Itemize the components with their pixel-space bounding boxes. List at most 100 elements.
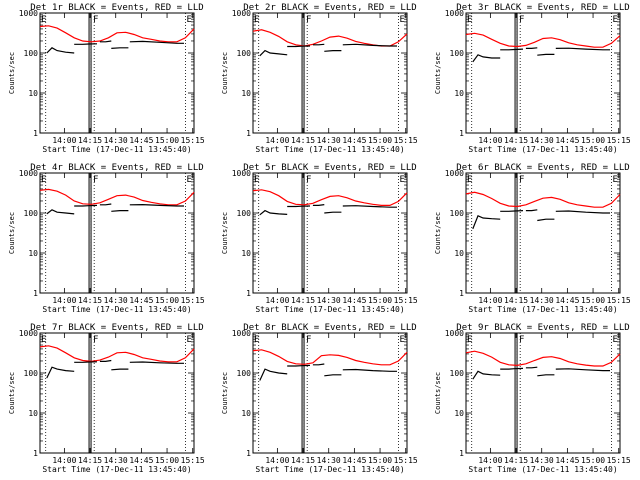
x-tick-label: 15:00: [155, 136, 179, 145]
y-axis-label: Counts/sec: [8, 52, 16, 94]
flag-label: F: [519, 15, 524, 25]
chart-panel-8: Det 8r BLACK = Events, RED = LLD 1 10 100 10…: [221, 323, 418, 474]
events-rate-line: [129, 40, 184, 44]
x-tick-label: 14:15: [291, 136, 315, 145]
x-tick-label: 14:45: [129, 136, 153, 145]
x-tick-label: 15:15: [394, 136, 418, 145]
y-tick-label: 10: [28, 89, 38, 98]
events-rate-line: [525, 209, 538, 212]
flag-label: E: [399, 335, 404, 345]
events-rate-line: [472, 54, 501, 63]
events-rate-line: [500, 367, 524, 370]
events-rate-line: [99, 359, 112, 362]
flag-label: E: [399, 175, 404, 185]
x-tick-label: 14:45: [555, 136, 579, 145]
y-tick-label: 1: [459, 129, 464, 138]
flag-label: E: [254, 335, 259, 345]
events-rate-line: [46, 47, 75, 54]
flag-label: F: [93, 15, 98, 25]
x-tick-label: 14:30: [317, 136, 341, 145]
x-tick-label: 15:15: [607, 296, 631, 305]
x-axis-label: Start Time (17-Dec-11 13:45:40): [468, 145, 617, 154]
x-tick-label: 15:00: [581, 296, 605, 305]
x-tick-label: 15:15: [607, 136, 631, 145]
chart-panel-6: Det 6r BLACK = Events, RED = LLD 1 10 100 10…: [434, 163, 631, 314]
y-tick-label: 100: [237, 209, 252, 218]
chart-panel-7: Det 7r BLACK = Events, RED = LLD 1 10 100 10…: [8, 323, 205, 474]
flag-label: E: [612, 335, 617, 345]
chart-title: Det 4r BLACK = Events, RED = LLD: [30, 163, 203, 173]
x-tick-label: 14:15: [504, 296, 528, 305]
chart-panel-9: Det 9r BLACK = Events, RED = LLD 1 10 100 10…: [434, 323, 631, 474]
lld-rate-line: [39, 345, 195, 363]
y-tick-label: 10: [241, 249, 251, 258]
chart-title: Det 7r BLACK = Events, RED = LLD: [30, 323, 203, 333]
y-tick-label: 1: [459, 289, 464, 298]
events-rate-line: [500, 210, 524, 212]
events-rate-line: [99, 40, 112, 43]
x-axis-label: Start Time (17-Dec-11 13:45:40): [255, 145, 404, 154]
y-axis-label: Counts/sec: [434, 212, 442, 254]
x-tick-label: 15:00: [155, 456, 179, 465]
flag-label: F: [306, 175, 311, 185]
y-axis-label: Counts/sec: [221, 52, 229, 94]
events-rate-line: [74, 43, 98, 45]
y-tick-label: 1000: [19, 329, 38, 338]
y-tick-label: 100: [237, 49, 252, 58]
lld-rate-line: [465, 350, 621, 367]
events-rate-line: [500, 48, 524, 51]
flag-label: F: [93, 335, 98, 345]
x-tick-label: 14:30: [530, 296, 554, 305]
y-tick-label: 1: [33, 129, 38, 138]
x-axis-label: Start Time (17-Dec-11 13:45:40): [255, 305, 404, 314]
x-axis-label: Start Time (17-Dec-11 13:45:40): [468, 305, 617, 314]
events-rate-line: [324, 211, 342, 214]
y-tick-label: 100: [24, 49, 39, 58]
x-tick-label: 14:30: [530, 136, 554, 145]
y-tick-label: 1: [33, 289, 38, 298]
plot-frame: [465, 332, 621, 454]
lld-rate-line: [252, 349, 408, 366]
events-rate-line: [259, 368, 288, 381]
x-tick-label: 14:15: [78, 136, 102, 145]
events-rate-line: [537, 218, 555, 222]
x-tick-label: 14:00: [478, 136, 502, 145]
y-tick-label: 100: [24, 209, 39, 218]
y-axis-label: Counts/sec: [434, 372, 442, 414]
plot-frame: [252, 12, 408, 134]
events-rate-line: [129, 203, 184, 207]
x-tick-label: 15:15: [394, 456, 418, 465]
x-tick-label: 14:00: [52, 456, 76, 465]
chart-title: Det 5r BLACK = Events, RED = LLD: [243, 163, 416, 173]
x-tick-label: 15:00: [581, 456, 605, 465]
x-tick-label: 15:15: [607, 456, 631, 465]
y-tick-label: 1000: [445, 329, 464, 338]
x-tick-label: 15:15: [181, 456, 205, 465]
plot-frame: [39, 332, 195, 454]
lld-rate-line: [39, 25, 195, 43]
events-rate-line: [129, 361, 184, 364]
x-tick-label: 15:15: [394, 296, 418, 305]
x-axis-label: Start Time (17-Dec-11 13:45:40): [255, 465, 404, 474]
events-rate-line: [111, 368, 129, 371]
flag-label: E: [254, 15, 259, 25]
flag-label: E: [41, 15, 46, 25]
chart-panel-2: Det 2r BLACK = Events, RED = LLD 1 10 100 10…: [221, 3, 418, 154]
flag-label: E: [612, 15, 617, 25]
flag-label: E: [467, 15, 472, 25]
x-tick-label: 14:00: [265, 456, 289, 465]
flag-label: E: [254, 175, 259, 185]
x-tick-label: 14:00: [478, 296, 502, 305]
chart-title: Det 1r BLACK = Events, RED = LLD: [30, 3, 203, 13]
x-tick-label: 14:45: [129, 456, 153, 465]
lld-rate-line: [465, 191, 621, 208]
events-rate-line: [287, 45, 311, 48]
events-rate-line: [312, 363, 325, 366]
flag-label: F: [519, 335, 524, 345]
plot-frame: [39, 172, 195, 294]
x-axis-label: Start Time (17-Dec-11 13:45:40): [468, 465, 617, 474]
events-rate-line: [324, 374, 342, 377]
y-tick-label: 1: [33, 449, 38, 458]
plot-frame: [252, 172, 408, 294]
events-rate-line: [312, 204, 325, 206]
